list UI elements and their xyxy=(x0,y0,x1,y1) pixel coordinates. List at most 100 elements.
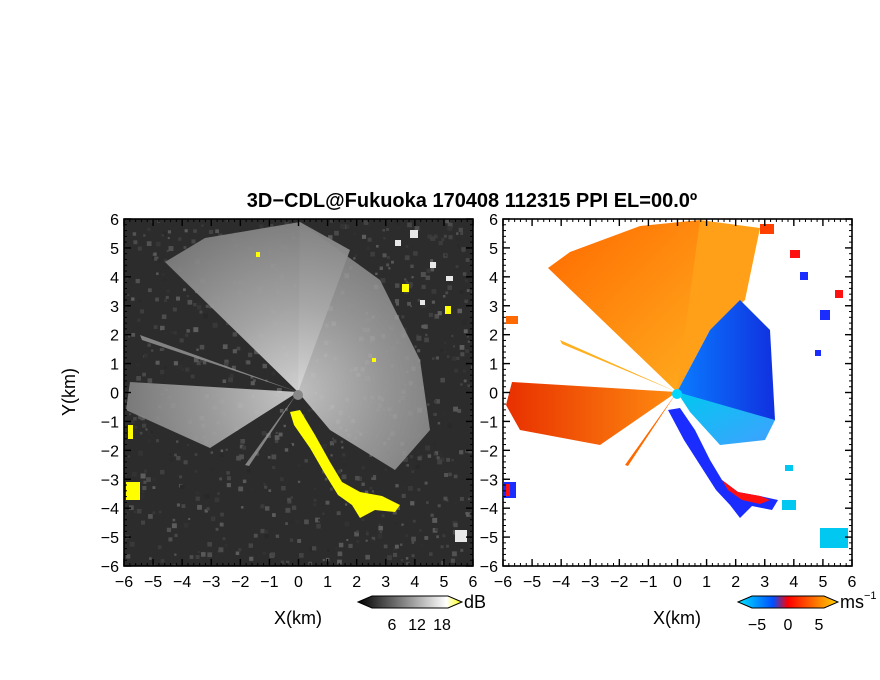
clutter-speck xyxy=(377,534,383,539)
clutter-speck xyxy=(183,460,188,465)
clutter-speck xyxy=(175,440,179,443)
clutter-speck xyxy=(370,539,374,543)
clutter-speck xyxy=(424,536,429,540)
clutter-speck xyxy=(141,490,145,494)
clutter-speck xyxy=(204,509,208,513)
clutter-speck xyxy=(447,423,453,429)
clutter-speck xyxy=(369,473,373,478)
clutter-speck xyxy=(456,356,460,361)
clutter-speck xyxy=(137,318,141,322)
clutter-speck xyxy=(143,353,148,358)
clutter-speck xyxy=(402,457,408,462)
velocity-xlabel: X(km) xyxy=(653,608,701,628)
clutter-speck xyxy=(264,534,269,539)
clutter-speck xyxy=(259,224,264,229)
clutter-speck xyxy=(240,438,246,444)
clutter-speck xyxy=(264,506,270,511)
reflectivity-colorbar-unit: dB xyxy=(464,592,486,612)
clutter-speck xyxy=(172,307,177,312)
y-tick-label: −5 xyxy=(101,530,119,547)
clutter-speck xyxy=(383,544,388,549)
clutter-speck xyxy=(226,219,230,222)
clutter-speck xyxy=(129,541,135,547)
y-tick-label: −2 xyxy=(480,443,498,460)
clutter-speck xyxy=(291,443,295,446)
clutter-speck xyxy=(453,522,458,528)
clutter-speck xyxy=(170,331,173,334)
clutter-speck xyxy=(155,360,160,365)
clutter-speck xyxy=(264,485,268,489)
clutter-speck xyxy=(465,512,468,515)
clutter-speck xyxy=(457,409,462,413)
clutter-speck xyxy=(469,513,472,516)
clutter-speck xyxy=(159,469,165,475)
clutter-speck xyxy=(261,431,267,436)
clutter-speck xyxy=(406,561,410,566)
clutter-speck xyxy=(181,357,185,361)
clutter-speck xyxy=(254,349,259,355)
clutter-speck xyxy=(194,453,198,456)
clutter-speck xyxy=(151,349,154,352)
clutter-speck xyxy=(411,470,415,474)
x-tick-label: −3 xyxy=(581,574,599,591)
clutter-speck xyxy=(178,364,183,369)
clutter-speck xyxy=(193,302,197,307)
clutter-speck xyxy=(183,288,186,292)
clutter-speck xyxy=(354,531,359,537)
clutter-speck xyxy=(386,255,390,260)
clutter-speck xyxy=(331,437,335,440)
clutter-speck xyxy=(436,456,440,460)
clutter-speck xyxy=(236,455,241,461)
clutter-speck xyxy=(394,522,397,525)
clutter-speck xyxy=(135,278,140,284)
clutter-speck xyxy=(456,244,460,247)
x-tick-label: −1 xyxy=(639,574,657,591)
clutter-speck xyxy=(247,468,251,473)
clutter-speck xyxy=(143,480,147,484)
clutter-speck xyxy=(445,291,449,295)
clutter-speck xyxy=(166,289,170,293)
clutter-speck xyxy=(380,278,386,283)
clutter-speck xyxy=(140,309,145,314)
clutter-speck xyxy=(187,299,193,305)
clutter-speck xyxy=(210,467,213,471)
y-tick-label: −1 xyxy=(480,414,498,431)
clutter-speck xyxy=(173,331,177,335)
clutter-speck xyxy=(235,551,240,556)
clutter-speck xyxy=(445,219,450,224)
clutter-speck xyxy=(442,295,446,298)
clutter-speck xyxy=(412,519,416,523)
clutter-speck xyxy=(443,351,446,354)
clutter-speck xyxy=(430,236,436,242)
clutter-speck xyxy=(141,520,146,525)
clutter-speck xyxy=(209,446,213,449)
clutter-speck xyxy=(392,552,398,557)
x-tick-label: 5 xyxy=(818,574,827,591)
clutter-speck xyxy=(440,545,444,549)
clutter-speck xyxy=(236,346,241,351)
clutter-speck xyxy=(196,348,199,351)
velocity-sector-north-west xyxy=(548,220,720,392)
y-tick-label: −6 xyxy=(480,559,498,576)
clutter-speck xyxy=(253,533,258,538)
clutter-speck xyxy=(156,272,159,275)
clutter-speck xyxy=(421,324,425,329)
clutter-speck xyxy=(230,338,235,343)
x-tick-label: 3 xyxy=(760,574,769,591)
clutter-speck xyxy=(193,327,199,333)
clutter-speck xyxy=(199,358,204,363)
x-tick-label: −6 xyxy=(115,574,133,591)
clutter-speck xyxy=(410,501,415,506)
clutter-speck xyxy=(464,385,468,388)
clutter-speck xyxy=(166,249,169,253)
clutter-speck xyxy=(195,554,200,559)
clutter-speck xyxy=(199,310,203,314)
clutter-speck xyxy=(186,329,190,333)
clutter-speck xyxy=(430,259,434,263)
clutter-speck xyxy=(210,451,214,454)
clutter-speck xyxy=(455,265,459,269)
clutter-speck xyxy=(181,278,186,283)
clutter-speck xyxy=(290,496,294,499)
x-tick-label: −6 xyxy=(494,574,512,591)
clutter-speck xyxy=(378,523,381,526)
